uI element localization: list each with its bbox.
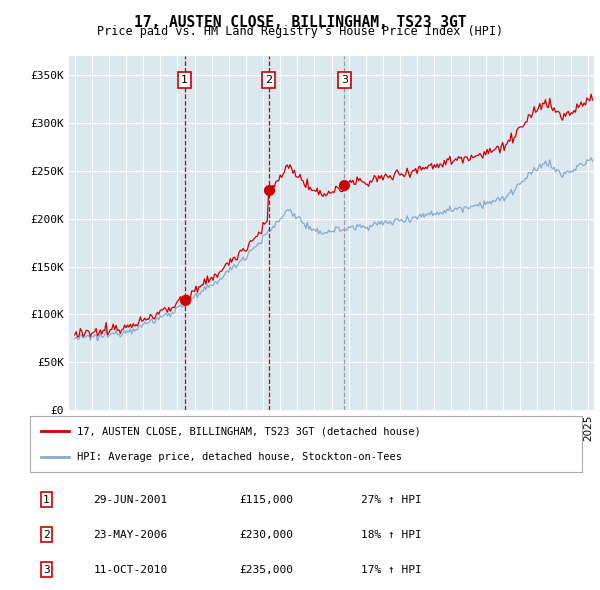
Text: 2: 2 [43, 530, 50, 540]
Text: £230,000: £230,000 [240, 530, 294, 540]
Text: 3: 3 [43, 565, 50, 575]
Text: 3: 3 [341, 75, 348, 85]
Text: 11-OCT-2010: 11-OCT-2010 [94, 565, 168, 575]
Text: 29-JUN-2001: 29-JUN-2001 [94, 495, 168, 504]
Text: 1: 1 [181, 75, 188, 85]
Text: Price paid vs. HM Land Registry's House Price Index (HPI): Price paid vs. HM Land Registry's House … [97, 25, 503, 38]
Text: 17% ↑ HPI: 17% ↑ HPI [361, 565, 422, 575]
Text: 18% ↑ HPI: 18% ↑ HPI [361, 530, 422, 540]
Text: HPI: Average price, detached house, Stockton-on-Tees: HPI: Average price, detached house, Stoc… [77, 452, 402, 462]
Text: 27% ↑ HPI: 27% ↑ HPI [361, 495, 422, 504]
Text: £115,000: £115,000 [240, 495, 294, 504]
Text: 17, AUSTEN CLOSE, BILLINGHAM, TS23 3GT: 17, AUSTEN CLOSE, BILLINGHAM, TS23 3GT [134, 15, 466, 30]
Text: £235,000: £235,000 [240, 565, 294, 575]
Text: 2: 2 [265, 75, 272, 85]
Text: 23-MAY-2006: 23-MAY-2006 [94, 530, 168, 540]
Text: 17, AUSTEN CLOSE, BILLINGHAM, TS23 3GT (detached house): 17, AUSTEN CLOSE, BILLINGHAM, TS23 3GT (… [77, 426, 421, 436]
Text: 1: 1 [43, 495, 50, 504]
